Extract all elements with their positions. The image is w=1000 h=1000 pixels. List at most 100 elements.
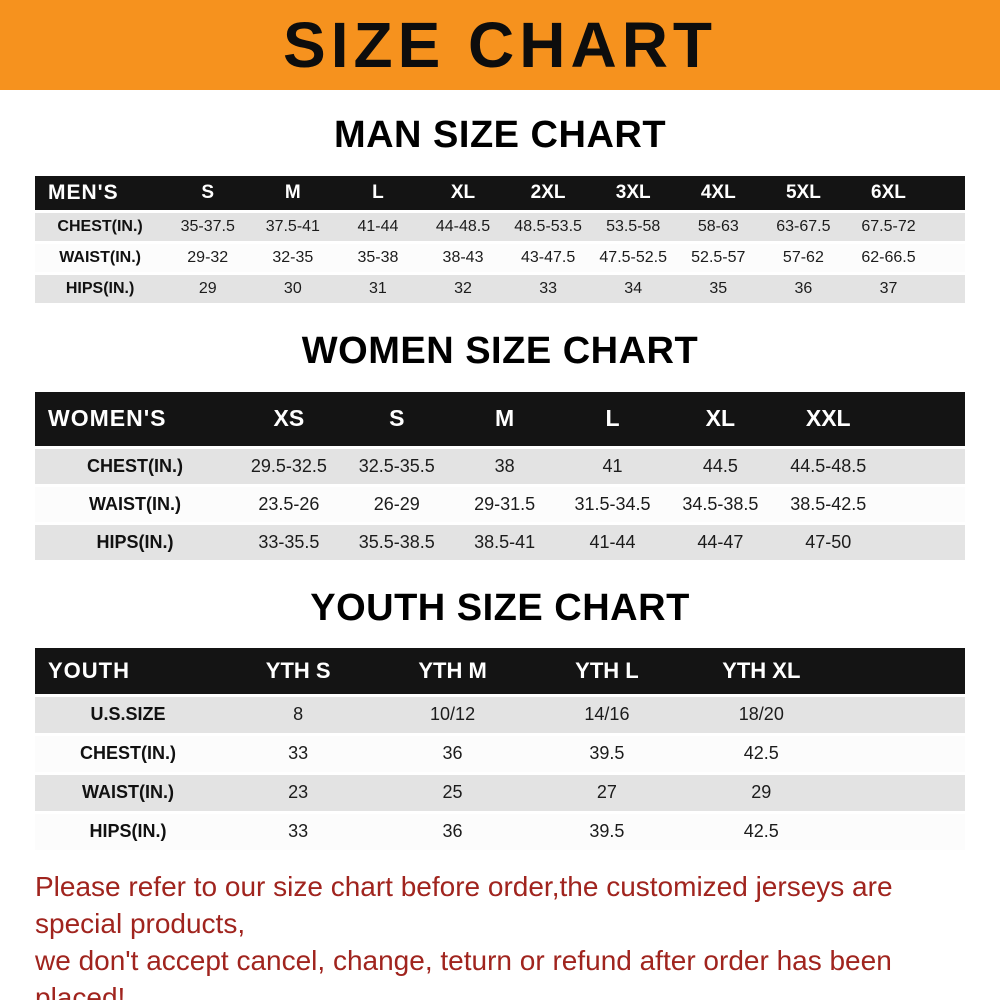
size-value-cell: 34 (590, 273, 676, 307)
table-row: CHEST(IN.) 29.5-32.5 32.5-35.5 38 41 44.5 44.5… (35, 447, 965, 487)
size-column-header: 5XL (760, 175, 846, 214)
size-value-cell: 31 (335, 273, 421, 307)
size-value-cell: 41-44 (335, 211, 421, 245)
measurement-row-label: WAIST(IN.) (35, 773, 221, 814)
size-value-cell: 38.5-42.5 (774, 485, 883, 525)
filler-cell (882, 447, 965, 487)
size-value-cell: 23.5-26 (234, 485, 343, 525)
size-column-header: L (558, 392, 667, 449)
size-value-cell: 27 (529, 773, 685, 814)
note-line-1: Please refer to our size chart before or… (35, 870, 893, 939)
size-column-header: YTH M (375, 648, 530, 697)
table-corner-label: YOUTH (35, 648, 221, 697)
table-row: WAIST(IN.) 23.5-26 26-29 29-31.5 31.5-34.5 34… (35, 485, 965, 525)
size-column-header: M (450, 392, 559, 449)
banner: SIZE CHART (0, 0, 1000, 90)
size-value-cell: 44.5 (666, 447, 775, 487)
measurement-row-label: CHEST(IN.) (35, 447, 235, 487)
table-row: CHEST(IN.) 35-37.5 37.5-41 41-44 44-48.5 48.5… (35, 211, 965, 245)
size-value-cell: 32 (420, 273, 506, 307)
size-value-cell: 35 (675, 273, 761, 307)
table-row: HIPS(IN.) 33-35.5 35.5-38.5 38.5-41 41-44 44-… (35, 523, 965, 563)
size-value-cell: 52.5-57 (675, 242, 761, 276)
size-column-header: 4XL (675, 175, 761, 214)
size-value-cell: 36 (760, 273, 846, 307)
size-value-cell: 8 (221, 695, 376, 736)
size-table: YOUTH YTH S YTH M YTH L YTH XL U.S.SIZE 8 10/12… (35, 648, 965, 853)
men-section-heading: MAN SIZE CHART (333, 114, 667, 156)
size-value-cell: 44-47 (666, 523, 775, 563)
banner-title: SIZE CHART (283, 9, 717, 81)
filler-cell (838, 695, 965, 736)
size-column-header: YTH L (529, 648, 685, 697)
size-value-cell: 53.5-58 (590, 211, 676, 245)
measurement-row-label: WAIST(IN.) (35, 485, 235, 525)
filler-cell (882, 523, 965, 563)
size-table: WOMEN'S XS S M L XL XXL CHEST(IN.) 29.5-32.5 32.5… (35, 392, 965, 563)
table-row: WAIST(IN.) 29-32 32-35 35-38 38-43 43-47.5 47.… (35, 242, 965, 276)
size-value-cell: 39.5 (529, 734, 685, 775)
size-value-cell: 29 (165, 273, 251, 307)
size-column-header: L (335, 175, 421, 214)
size-value-cell: 35-38 (335, 242, 421, 276)
size-value-cell: 37.5-41 (250, 211, 336, 245)
size-value-cell: 29-32 (165, 242, 251, 276)
size-value-cell: 48.5-53.5 (505, 211, 591, 245)
size-value-cell: 33 (221, 734, 376, 775)
size-column-header: M (250, 175, 336, 214)
size-column-header: S (165, 175, 251, 214)
filler-cell (838, 734, 965, 775)
size-value-cell: 33 (505, 273, 591, 307)
size-column-header: S (342, 392, 451, 449)
note-line-2: we don't accept cancel, change, teturn o… (35, 944, 892, 1000)
size-value-cell: 47-50 (774, 523, 883, 563)
measurement-row-label: HIPS(IN.) (35, 523, 235, 563)
women-section: WOMEN SIZE CHART WOMEN'S XS S M L XL XXL CHEST(… (0, 330, 1000, 563)
filler-cell (882, 485, 965, 525)
size-value-cell: 36 (375, 734, 530, 775)
measurement-row-label: WAIST(IN.) (35, 242, 166, 276)
table-header-row: MEN'S S M L XL 2XL 3XL 4XL 5XL 6XL (35, 175, 965, 214)
size-value-cell: 44.5-48.5 (774, 447, 883, 487)
size-value-cell: 35-37.5 (165, 211, 251, 245)
size-column-header: XL (420, 175, 506, 214)
size-column-header: XL (666, 392, 775, 449)
size-column-header: YTH S (221, 648, 376, 697)
size-value-cell: 33-35.5 (234, 523, 343, 563)
size-value-cell: 31.5-34.5 (558, 485, 667, 525)
table-header-row: YOUTH YTH S YTH M YTH L YTH XL (35, 648, 965, 697)
youth-size-table: YOUTH YTH S YTH M YTH L YTH XL U.S.SIZE 8 10/12… (35, 648, 965, 853)
size-value-cell: 47.5-52.5 (590, 242, 676, 276)
table-row: WAIST(IN.) 23 25 27 29 (35, 773, 965, 814)
measurement-row-label: CHEST(IN.) (35, 211, 166, 245)
size-table: MEN'S S M L XL 2XL 3XL 4XL 5XL 6XL CHEST(IN.) 35-37… (35, 175, 965, 307)
youth-section-heading: YOUTH SIZE CHART (310, 586, 690, 629)
filler-cell (838, 773, 965, 814)
order-note: Please refer to our size chart before or… (35, 869, 965, 1000)
youth-section: YOUTH SIZE CHART YOUTH YTH S YTH M YTH L YTH… (0, 586, 1000, 853)
size-value-cell: 63-67.5 (760, 211, 846, 245)
size-value-cell: 10/12 (375, 695, 530, 736)
size-value-cell: 32-35 (250, 242, 336, 276)
filler-cell (838, 812, 965, 853)
size-value-cell: 35.5-38.5 (342, 523, 451, 563)
filler-cell (882, 392, 965, 449)
size-value-cell: 43-47.5 (505, 242, 591, 276)
table-header-row: WOMEN'S XS S M L XL XXL (35, 392, 965, 449)
women-section-heading: WOMEN SIZE CHART (301, 330, 699, 373)
size-value-cell: 67.5-72 (845, 211, 932, 245)
measurement-row-label: HIPS(IN.) (35, 273, 166, 307)
size-value-cell: 42.5 (684, 734, 839, 775)
size-value-cell: 58-63 (675, 211, 761, 245)
size-value-cell: 41-44 (558, 523, 667, 563)
size-value-cell: 62-66.5 (845, 242, 932, 276)
filler-cell (838, 648, 965, 697)
size-value-cell: 38-43 (420, 242, 506, 276)
size-value-cell: 36 (375, 812, 530, 853)
table-corner-label: WOMEN'S (35, 392, 235, 449)
size-value-cell: 38 (450, 447, 559, 487)
size-column-header: XXL (774, 392, 883, 449)
measurement-row-label: CHEST(IN.) (35, 734, 221, 775)
size-value-cell: 34.5-38.5 (666, 485, 775, 525)
